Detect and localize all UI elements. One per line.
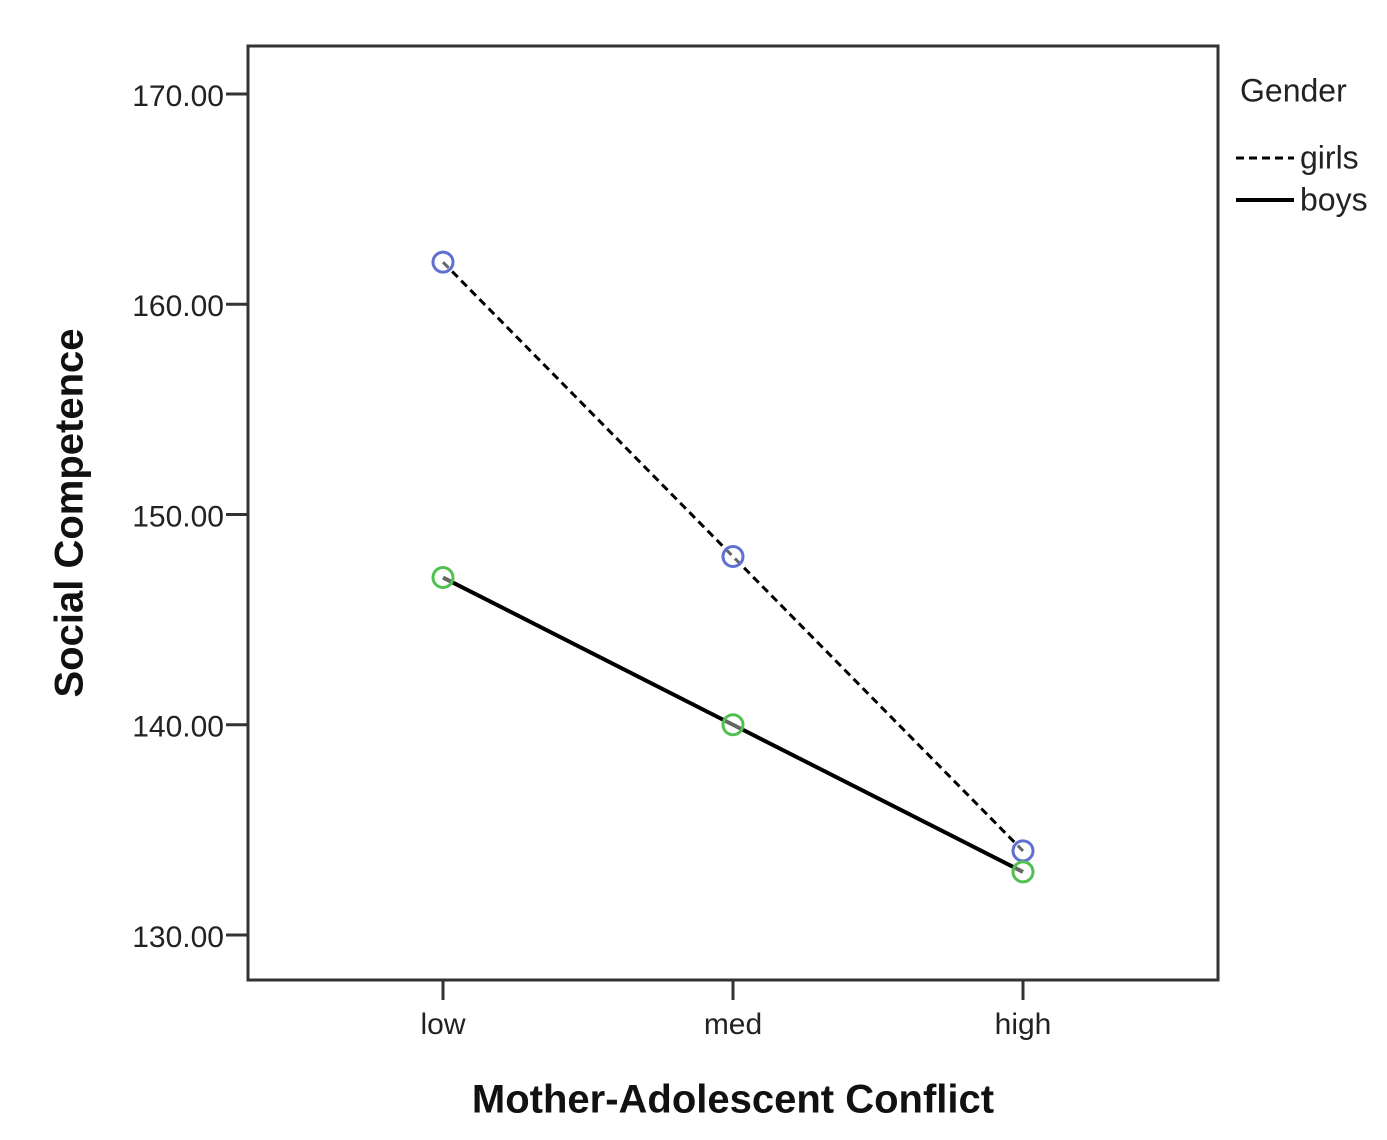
data-point <box>431 250 455 274</box>
legend-title: Gender <box>1240 72 1347 108</box>
y-axis-title: Social Competence <box>48 328 92 697</box>
data-point <box>721 545 745 569</box>
data-point <box>1011 839 1035 863</box>
x-tick-label: low <box>420 1008 465 1041</box>
series-line <box>441 261 1025 852</box>
y-tick-label: 130.00 <box>132 921 224 954</box>
series-line <box>442 575 1024 874</box>
y-tick-label: 160.00 <box>132 290 224 323</box>
data-point <box>431 566 455 590</box>
y-tick-label: 140.00 <box>132 711 224 744</box>
x-axis-title: Mother-Adolescent Conflict <box>472 1078 994 1122</box>
y-tick-label: 150.00 <box>132 500 224 533</box>
x-tick-label: med <box>704 1008 762 1041</box>
legend-label: boys <box>1300 181 1368 217</box>
data-point <box>721 713 745 737</box>
y-tick-label: 170.00 <box>132 80 224 113</box>
data-point <box>1011 860 1035 884</box>
x-tick-label: high <box>995 1008 1052 1041</box>
legend-label: girls <box>1300 139 1359 175</box>
